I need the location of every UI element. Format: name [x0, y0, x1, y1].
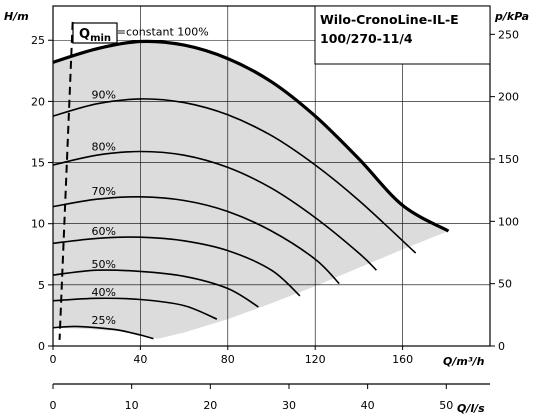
- max-curve-100pct: [52, 39, 450, 233]
- x-tick-label-m3h: 160: [392, 353, 413, 366]
- speed-label-80pct: 80%: [92, 140, 116, 153]
- x-tick-label-ls: 20: [203, 399, 217, 412]
- frame-layer: [52, 5, 491, 347]
- y-tick-label-m: 10: [31, 218, 45, 231]
- operating-area: [53, 41, 449, 339]
- speed-curve-70pct: [52, 195, 340, 285]
- speed-curve-25pct: [52, 325, 154, 340]
- y-tick-label-kpa: 150: [498, 153, 519, 166]
- speed-label-25pct: 25%: [92, 314, 116, 327]
- y-tick-label-m: 15: [31, 157, 45, 170]
- x-tick-label-ls: 10: [125, 399, 139, 412]
- speed-curve-60pct: [52, 236, 301, 297]
- qmin-box: Qmin: [72, 22, 118, 44]
- qmin-label-sub: min: [90, 33, 111, 44]
- y-tick-label-kpa: 100: [498, 215, 519, 228]
- plot-frame: [52, 5, 491, 347]
- y-tick-label-kpa: 250: [498, 28, 519, 41]
- max-curve-label: n=constant 100%: [110, 25, 209, 38]
- x-tick-label-m3h: 40: [133, 353, 147, 366]
- y-tick-label-m: 0: [38, 340, 45, 353]
- y-axis-label-left: H/m: [4, 10, 29, 23]
- speed-label-70pct: 70%: [92, 185, 116, 198]
- speed-curve-90pct: [52, 98, 417, 254]
- title-box: Wilo-CronoLine-IL-E 100/270-11/4: [314, 5, 491, 65]
- speed-label-50pct: 50%: [92, 258, 116, 271]
- title-line-1: Wilo-CronoLine-IL-E: [320, 12, 459, 27]
- x-tick-label-ls: 30: [282, 399, 296, 412]
- y-tick-label-kpa: 50: [498, 278, 512, 291]
- speed-curve-50pct: [52, 269, 259, 308]
- x-tick-label-m3h: 120: [305, 353, 326, 366]
- x-tick-label-ls: 50: [439, 399, 453, 412]
- qmin-line: [58, 21, 74, 340]
- speed-curve-40pct: [52, 297, 218, 320]
- x-tick-label-ls: 40: [361, 399, 375, 412]
- y-tick-label-m: 20: [31, 95, 45, 108]
- y-tick-label-m: 5: [38, 279, 45, 292]
- x-axis-label-m3h: Q/m³/h: [443, 355, 485, 368]
- speed-label-40pct: 40%: [92, 286, 116, 299]
- y-tick-label-kpa: 0: [498, 340, 505, 353]
- speed-curve-80pct: [52, 150, 377, 271]
- x-tick-label-m3h: 80: [221, 353, 235, 366]
- title-line-2: 100/270-11/4: [320, 31, 413, 46]
- y-axis-label-right: p/kPa: [494, 10, 529, 23]
- speed-label-90pct: 90%: [92, 88, 116, 101]
- qmin-box-frame: [72, 22, 118, 44]
- x-tick-label-m3h: 0: [50, 353, 57, 366]
- operating-area-layer: [53, 41, 449, 339]
- y-tick-label-m: 25: [31, 34, 45, 47]
- qmin-label-main: Q: [79, 27, 90, 42]
- title-box-frame: [314, 5, 491, 65]
- speed-label-60pct: 60%: [92, 225, 116, 238]
- qmin-label: Qmin: [79, 27, 111, 44]
- x-axis-label-ls: Q/l/s: [457, 402, 485, 415]
- curves-layer: 90% 80% 70% 60% 50% 40% 25% n=constant 100%: [52, 21, 450, 340]
- x-tick-label-ls: 0: [50, 399, 57, 412]
- y-tick-label-kpa: 200: [498, 91, 519, 104]
